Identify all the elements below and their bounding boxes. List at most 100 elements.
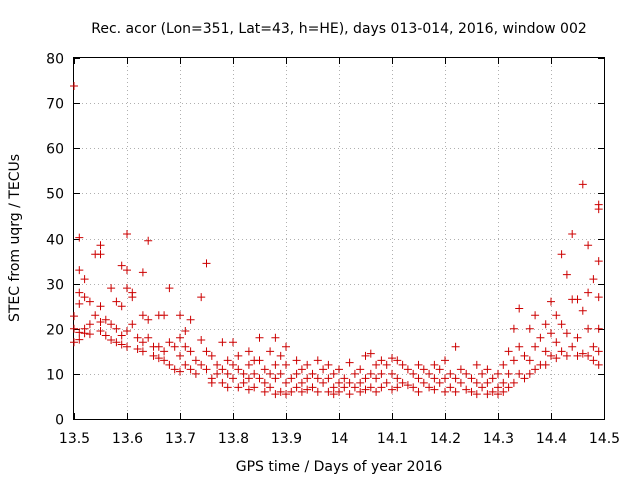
y-tick-label: 0: [55, 413, 64, 429]
data-point: [552, 311, 561, 320]
data-point: [409, 383, 418, 392]
data-point: [239, 378, 248, 387]
data-point: [562, 351, 571, 360]
data-point: [451, 374, 460, 383]
x-tick-label: 14.5: [589, 431, 620, 447]
data-point: [547, 297, 555, 306]
data-point: [425, 369, 434, 378]
data-point: [165, 360, 174, 369]
data-point: [536, 333, 545, 342]
data-point: [70, 324, 78, 333]
data-point: [313, 356, 322, 365]
data-point: [377, 369, 386, 378]
data-point: [117, 331, 126, 340]
data-point: [531, 365, 540, 374]
data-point: [271, 333, 280, 342]
y-tick-label: 50: [46, 187, 64, 203]
data-point: [372, 360, 381, 369]
data-point: [388, 385, 396, 394]
data-point: [176, 351, 184, 360]
data-point: [276, 369, 285, 378]
data-point: [335, 387, 343, 396]
data-point: [456, 378, 465, 387]
data-point: [266, 369, 275, 378]
data-point: [123, 284, 131, 293]
data-point: [472, 360, 481, 369]
data-point: [144, 236, 153, 245]
data-point: [117, 340, 126, 349]
data-point: [250, 383, 259, 392]
x-tick-label: 14: [331, 431, 349, 447]
data-point: [176, 333, 184, 342]
plot-frame: [73, 57, 605, 420]
data-point: [313, 374, 322, 383]
y-tick-label: 70: [46, 97, 64, 113]
data-point: [276, 351, 285, 360]
data-point: [117, 302, 126, 311]
data-point: [414, 387, 423, 396]
data-point: [292, 356, 301, 365]
data-point: [101, 331, 110, 340]
data-point: [446, 383, 455, 392]
data-point: [207, 351, 216, 360]
data-point: [451, 387, 460, 396]
data-point: [467, 374, 476, 383]
data-point: [297, 365, 306, 374]
data-point: [377, 356, 386, 365]
data-point: [520, 351, 529, 360]
data-point: [107, 284, 116, 293]
data-point: [138, 311, 147, 320]
data-point: [430, 374, 439, 383]
data-point: [557, 250, 566, 259]
data-point: [578, 306, 587, 315]
data-point: [547, 329, 555, 338]
data-point: [70, 81, 78, 90]
data-point: [350, 383, 359, 392]
data-point: [525, 369, 534, 378]
data-point: [282, 378, 290, 387]
data-point: [488, 387, 497, 396]
data-point: [356, 378, 365, 387]
data-point: [462, 369, 471, 378]
data-point: [213, 369, 222, 378]
data-point: [202, 365, 211, 374]
data-point: [578, 349, 587, 358]
data-point: [80, 293, 89, 302]
data-point: [85, 320, 94, 329]
data-point: [335, 365, 343, 374]
data-point: [123, 266, 131, 275]
x-tick-label: 14.1: [377, 431, 408, 447]
data-point: [340, 374, 349, 383]
data-point: [282, 360, 290, 369]
data-point: [160, 347, 169, 356]
data-point: [478, 383, 487, 392]
data-point: [154, 342, 163, 351]
data-point: [430, 360, 439, 369]
data-point: [329, 390, 338, 399]
data-point: [509, 324, 518, 333]
data-point: [292, 369, 301, 378]
data-point: [244, 385, 253, 394]
data-point: [589, 356, 598, 365]
data-point: [382, 378, 391, 387]
data-point: [165, 338, 174, 347]
data-point: [472, 390, 481, 399]
data-point: [255, 356, 264, 365]
data-point: [456, 365, 465, 374]
data-point: [345, 358, 354, 367]
data-point: [96, 302, 105, 311]
x-tick-label: 14.2: [430, 431, 461, 447]
data-point: [117, 261, 126, 270]
data-point: [96, 317, 105, 326]
data-point: [356, 387, 365, 396]
data-point: [584, 288, 593, 297]
data-point: [509, 378, 518, 387]
data-point: [478, 369, 487, 378]
data-point: [244, 374, 253, 383]
data-point: [414, 360, 423, 369]
data-point: [594, 324, 603, 333]
data-point: [340, 383, 349, 392]
data-point: [594, 293, 603, 302]
data-point: [207, 378, 216, 387]
data-point: [361, 374, 370, 383]
